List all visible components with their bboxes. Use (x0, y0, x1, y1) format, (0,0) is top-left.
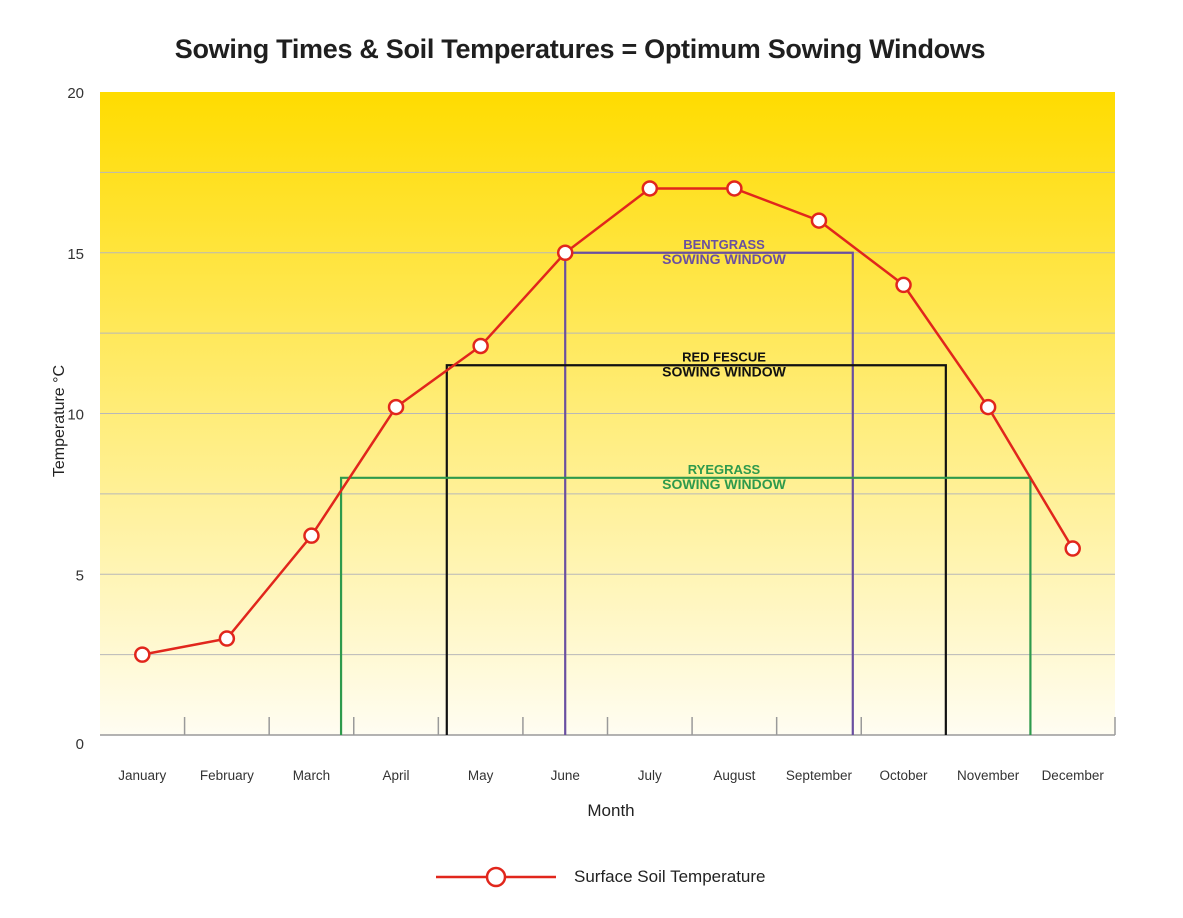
x-tick-label: April (383, 768, 410, 783)
chart-title: Sowing Times & Soil Temperatures = Optim… (174, 34, 986, 64)
sowing-window-label: SOWING WINDOW (662, 476, 786, 492)
x-tick-label: August (713, 768, 755, 783)
x-axis-label: Month (587, 801, 635, 820)
x-tick-label: February (200, 768, 254, 783)
x-tick-label: December (1042, 768, 1105, 783)
x-tick-label: November (957, 768, 1020, 783)
legend-label: Surface Soil Temperature (574, 867, 766, 886)
data-point (895, 276, 912, 294)
data-point (472, 337, 489, 355)
data-point (218, 630, 236, 647)
data-point (134, 646, 151, 663)
x-tick-label: October (880, 768, 929, 783)
data-point (726, 180, 743, 197)
x-tick-label: May (468, 768, 494, 783)
x-tick-label: January (118, 768, 166, 783)
y-tick-label: 0 (76, 736, 84, 753)
data-point (387, 398, 405, 416)
data-point (303, 527, 320, 544)
series-line (142, 187, 1074, 656)
y-tick-label: 20 (67, 85, 84, 102)
x-tick-label: September (786, 768, 853, 783)
sowing-window-label: RYEGRASS (688, 462, 761, 477)
data-point (1064, 540, 1081, 557)
y-axis-label: Temperature °C (51, 364, 68, 478)
sowing-window-label: BENTGRASS (683, 237, 765, 252)
sowing-window-label: RED FESCUE (682, 349, 766, 364)
x-tick-label: July (638, 768, 662, 783)
legend-line-marker-icon (436, 866, 556, 888)
sowing-window-label: SOWING WINDOW (662, 251, 786, 267)
legend: Surface Soil Temperature (436, 862, 766, 892)
data-point (979, 398, 997, 416)
data-point (641, 180, 659, 197)
data-point (810, 212, 828, 229)
data-point (556, 244, 574, 261)
y-tick-label: 10 (67, 407, 84, 424)
x-tick-label: March (293, 768, 331, 783)
y-tick-label: 5 (76, 567, 84, 584)
sowing-window-label: SOWING WINDOW (662, 363, 786, 379)
sowing-window-outline (445, 364, 947, 735)
sowing-window-outline (339, 476, 1032, 735)
sowing-window-outline (564, 251, 854, 735)
x-tick-label: June (551, 768, 580, 783)
y-tick-label: 15 (67, 246, 84, 263)
